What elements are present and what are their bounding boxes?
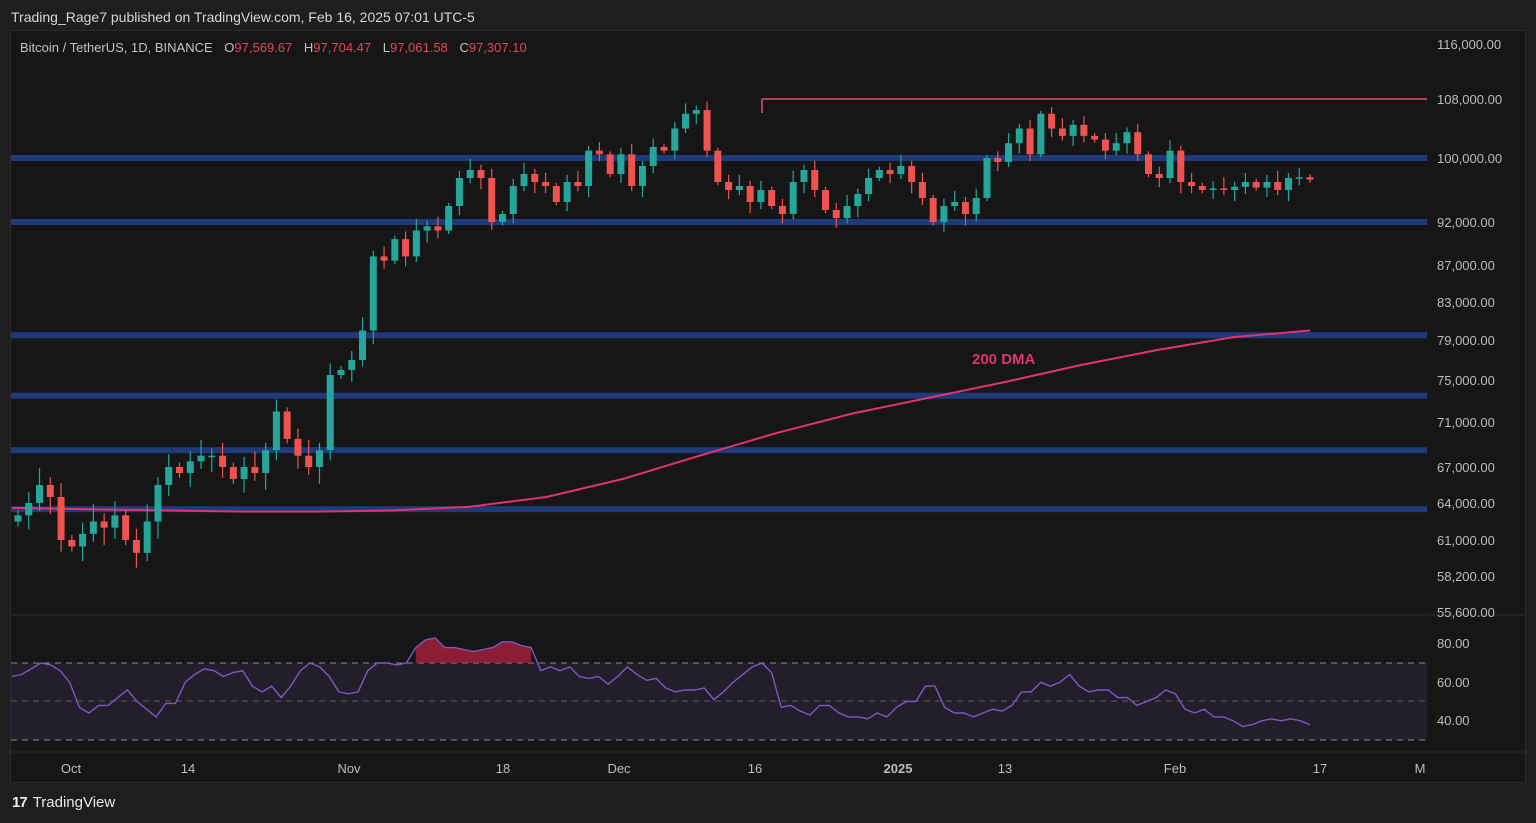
time-tick-label: 18 <box>496 761 510 776</box>
footer-brand: 17 TradingView <box>12 794 115 811</box>
support-level-band[interactable] <box>11 219 1427 225</box>
time-tick-label: Feb <box>1164 761 1186 776</box>
support-level-band[interactable] <box>11 332 1427 339</box>
rsi-line <box>11 637 1311 728</box>
price-tick-label: 79,000.00 <box>1437 333 1495 348</box>
rsi-axis[interactable]: 80.00 60.00 40.00 <box>1437 636 1470 728</box>
publish-info: Trading_Rage7 published on TradingView.c… <box>11 9 475 25</box>
brand-name: TradingView <box>32 794 116 811</box>
price-tick-label: 71,000.00 <box>1437 415 1495 430</box>
support-level-band[interactable] <box>11 506 1427 513</box>
price-tick-label: 75,000.00 <box>1437 373 1495 388</box>
price-tick-label: 55,600.00 <box>1437 605 1495 620</box>
dma-line <box>11 329 1311 513</box>
time-tick-label: Dec <box>607 761 631 776</box>
price-tick-label: 100,000.00 <box>1437 151 1502 166</box>
tradingview-logo-icon: 17 <box>12 794 28 811</box>
time-tick-label: 13 <box>998 761 1012 776</box>
open-label: O <box>224 40 235 55</box>
close-value: 97,307.10 <box>468 40 527 55</box>
time-tick-label: 14 <box>181 761 195 776</box>
high-value: 97,704.47 <box>313 40 372 55</box>
symbol-name: Bitcoin / TetherUS, 1D, BINANCE <box>20 40 213 55</box>
price-tick-label: 92,000.00 <box>1437 215 1495 230</box>
price-tick-label: 61,000.00 <box>1437 533 1495 548</box>
price-tick-label: 83,000.00 <box>1437 295 1495 310</box>
symbol-legend: Bitcoin / TetherUS, 1D, BINANCE O97,569.… <box>20 40 527 55</box>
dma-annotation: 200 DMA <box>972 351 1036 368</box>
support-level-band[interactable] <box>11 392 1427 399</box>
low-label: L <box>382 40 390 55</box>
time-tick-label: 17 <box>1313 761 1327 776</box>
price-tick-label: 67,000.00 <box>1437 460 1495 475</box>
rsi-tick-label: 80.00 <box>1437 636 1470 651</box>
price-tick-label: 116,000.00 <box>1437 37 1501 52</box>
time-tick-label: 2025 <box>884 761 913 776</box>
price-tick-label: 87,000.00 <box>1437 258 1495 273</box>
time-tick-label: Nov <box>337 761 361 776</box>
time-tick-label: 16 <box>748 761 762 776</box>
price-axis[interactable]: 116,000.00 108,000.00 100,000.00 92,000.00 8… <box>1437 37 1502 620</box>
price-tick-label: 58,200.00 <box>1437 569 1495 584</box>
high-label: H <box>303 40 314 55</box>
open-value: 97,569.67 <box>234 40 293 55</box>
price-tick-label: 64,000.00 <box>1437 496 1495 511</box>
price-tick-label: 108,000.00 <box>1437 92 1502 107</box>
rsi-tick-label: 40.00 <box>1437 713 1470 728</box>
rsi-tick-label: 60.00 <box>1437 675 1470 690</box>
time-tick-label: Oct <box>61 761 82 776</box>
candlesticks <box>14 101 1314 568</box>
low-value: 97,061.58 <box>389 40 448 55</box>
time-tick-label: M <box>1415 761 1426 776</box>
time-axis[interactable]: Oct 14 Nov 18 Dec 16 2025 13 Feb 17 M <box>61 761 1426 776</box>
close-label: C <box>459 40 469 55</box>
